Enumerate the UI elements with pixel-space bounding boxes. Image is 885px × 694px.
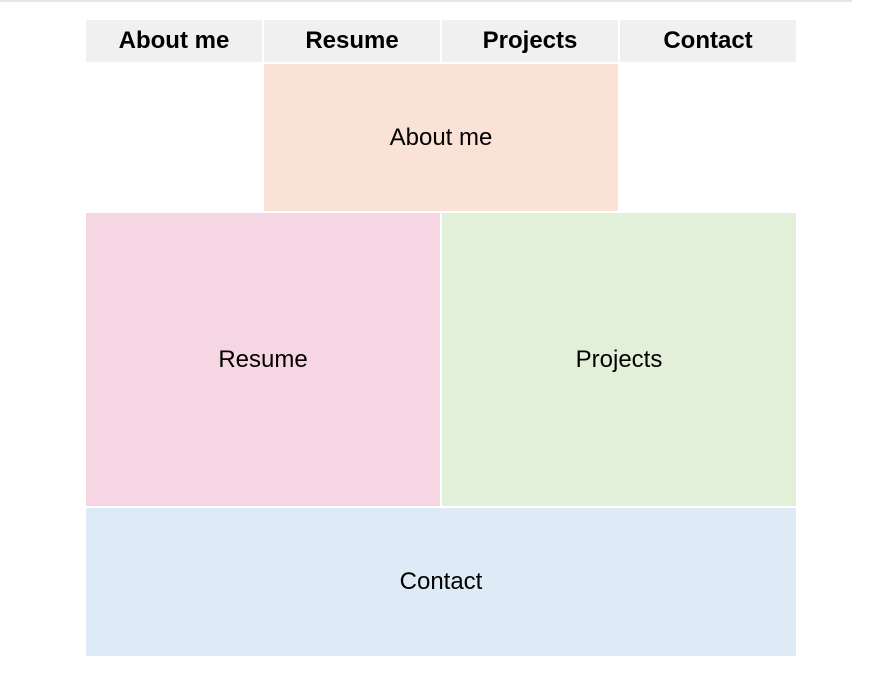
- about-me-section-label: About me: [389, 123, 493, 151]
- projects-section-label: Projects: [575, 345, 663, 373]
- about-me-section[interactable]: About me: [264, 64, 618, 211]
- top-divider: [0, 0, 852, 2]
- top-navigation: About me Resume Projects Contact: [86, 20, 796, 62]
- resume-section[interactable]: Resume: [86, 213, 440, 506]
- nav-item-resume[interactable]: Resume: [264, 20, 440, 62]
- nav-item-projects[interactable]: Projects: [442, 20, 618, 62]
- projects-section[interactable]: Projects: [442, 213, 796, 506]
- resume-section-label: Resume: [218, 345, 308, 373]
- contact-section[interactable]: Contact: [86, 508, 796, 656]
- nav-item-contact[interactable]: Contact: [620, 20, 796, 62]
- nav-item-about-me[interactable]: About me: [86, 20, 262, 62]
- contact-section-label: Contact: [399, 568, 483, 595]
